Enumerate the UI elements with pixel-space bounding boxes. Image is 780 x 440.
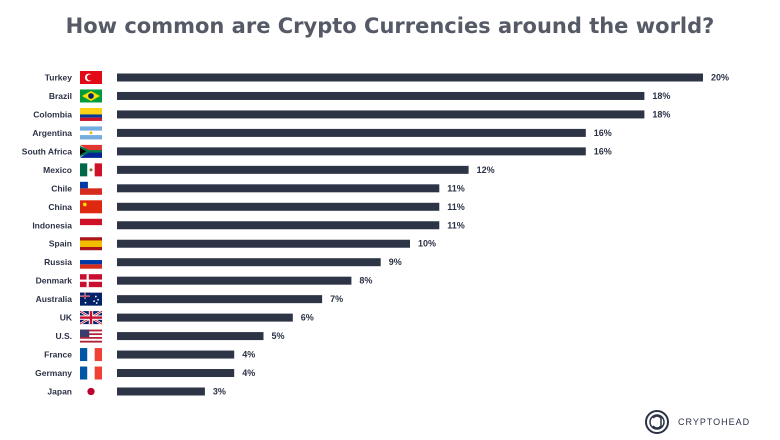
country-label: France bbox=[44, 350, 72, 360]
value-label: 18% bbox=[652, 91, 670, 101]
bar-row-argentina: Argentina 16% bbox=[32, 126, 612, 140]
bar-row-japan: Japan 3% bbox=[47, 384, 226, 398]
value-label: 16% bbox=[594, 128, 612, 138]
country-label: South Africa bbox=[22, 146, 72, 156]
chile-flag bbox=[80, 181, 102, 195]
uk-flag bbox=[79, 310, 103, 326]
country-label: Chile bbox=[51, 183, 72, 193]
bar bbox=[117, 239, 410, 248]
bar bbox=[117, 221, 440, 230]
bar-row-spain: Spain 10% bbox=[49, 237, 436, 251]
bar bbox=[117, 128, 586, 137]
bar-row-chile: Chile 11% bbox=[51, 181, 465, 195]
bar-row-australia: Australia 7% bbox=[36, 292, 343, 306]
country-label: Mexico bbox=[43, 165, 72, 175]
bar-row-colombia: Colombia 18% bbox=[33, 107, 670, 121]
value-label: 4% bbox=[242, 368, 255, 378]
country-label: Russia bbox=[44, 257, 72, 267]
colombia-flag bbox=[80, 107, 102, 121]
country-label: U.S. bbox=[55, 331, 72, 341]
value-label: 6% bbox=[301, 313, 314, 323]
bar-row-china: China 11% bbox=[48, 200, 465, 214]
country-label: UK bbox=[60, 313, 73, 323]
value-label: 8% bbox=[359, 276, 372, 286]
country-label: Brazil bbox=[49, 91, 72, 101]
country-label: Argentina bbox=[32, 128, 72, 138]
bar bbox=[117, 73, 703, 82]
bar-row-brazil: Brazil 18% bbox=[49, 89, 670, 103]
value-label: 11% bbox=[447, 220, 465, 230]
value-label: 7% bbox=[330, 294, 343, 304]
bar bbox=[117, 369, 235, 378]
value-label: 18% bbox=[652, 109, 670, 119]
bar-row-turkey: Turkey 20% bbox=[45, 71, 729, 84]
germany-flag bbox=[80, 366, 102, 380]
bar bbox=[117, 350, 235, 359]
value-label: 20% bbox=[711, 73, 729, 83]
cryptohead-logo: CRYPTOHEAD bbox=[644, 408, 750, 436]
value-label: 4% bbox=[242, 350, 255, 360]
bar bbox=[117, 91, 645, 100]
bar bbox=[117, 276, 352, 285]
bar bbox=[117, 387, 205, 396]
chart-title: How common are Crypto Currencies around … bbox=[65, 14, 715, 38]
value-label: 11% bbox=[447, 202, 465, 212]
value-label: 10% bbox=[418, 239, 436, 249]
australia-flag bbox=[80, 292, 102, 306]
bar-row-indonesia: Indonesia 11% bbox=[32, 218, 465, 232]
south-africa-flag bbox=[80, 144, 102, 158]
country-label: China bbox=[48, 202, 72, 212]
bar bbox=[117, 295, 323, 304]
france-flag bbox=[80, 348, 102, 362]
cryptohead-logo-icon bbox=[644, 408, 674, 436]
bar bbox=[117, 147, 586, 156]
bar bbox=[117, 258, 381, 267]
japan-flag bbox=[80, 384, 102, 398]
turkey-flag bbox=[80, 71, 102, 84]
country-label: Turkey bbox=[45, 73, 73, 83]
bar-row-south-africa: South Africa 16% bbox=[22, 144, 612, 158]
denmark-flag bbox=[80, 274, 102, 288]
value-label: 9% bbox=[389, 257, 402, 267]
us-flag bbox=[80, 329, 102, 343]
value-label: 5% bbox=[272, 331, 285, 341]
country-label: Colombia bbox=[33, 109, 72, 119]
indonesia-flag bbox=[80, 218, 102, 232]
country-label: Spain bbox=[49, 239, 72, 249]
bar-row-mexico: Mexico 12% bbox=[43, 163, 495, 177]
bar-row-germany: Germany 4% bbox=[35, 366, 255, 380]
bar-row-denmark: Denmark 8% bbox=[36, 274, 372, 288]
country-label: Japan bbox=[47, 386, 72, 396]
china-flag bbox=[80, 200, 102, 214]
bar bbox=[117, 202, 440, 211]
bar-row-france: France 4% bbox=[44, 348, 255, 362]
argentina-flag bbox=[80, 126, 102, 140]
country-label: Germany bbox=[35, 368, 72, 378]
bar-row-russia: Russia 9% bbox=[44, 255, 402, 269]
value-label: 12% bbox=[477, 165, 495, 175]
bar bbox=[117, 332, 264, 341]
logo-text: CRYPTOHEAD bbox=[678, 417, 751, 427]
value-label: 3% bbox=[213, 386, 226, 396]
bar bbox=[117, 184, 440, 193]
russia-flag bbox=[80, 255, 102, 269]
value-label: 16% bbox=[594, 146, 612, 156]
bar bbox=[117, 165, 469, 174]
mexico-flag bbox=[80, 163, 102, 177]
bar bbox=[117, 313, 293, 322]
bar bbox=[117, 110, 645, 119]
country-label: Australia bbox=[36, 294, 73, 304]
country-label: Indonesia bbox=[32, 220, 72, 230]
country-label: Denmark bbox=[36, 276, 73, 286]
value-label: 11% bbox=[447, 183, 465, 193]
spain-flag bbox=[80, 237, 102, 251]
bar-row-u-s: U.S. 5% bbox=[55, 329, 285, 343]
brazil-flag bbox=[80, 89, 102, 103]
bar-row-uk: UK 6% bbox=[60, 310, 314, 326]
